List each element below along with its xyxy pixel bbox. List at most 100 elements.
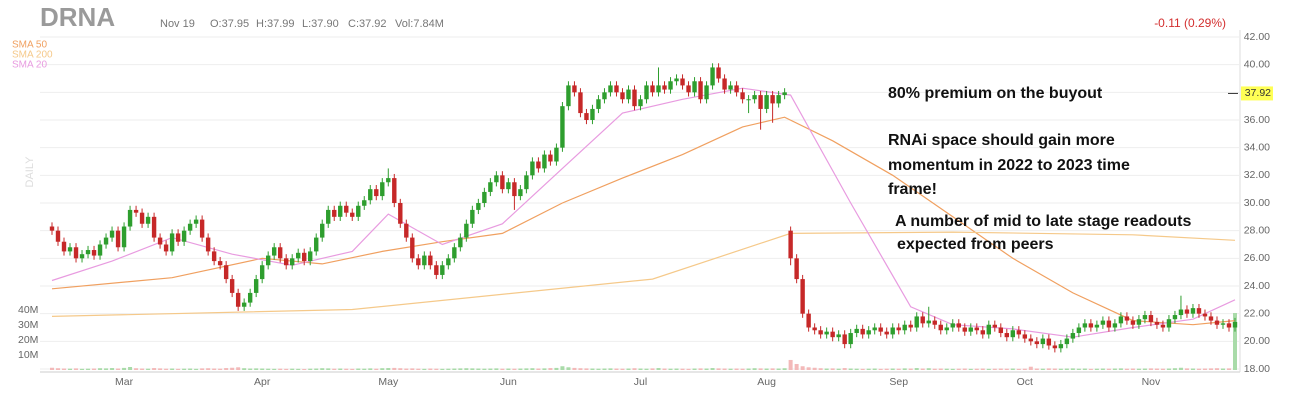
candle-body	[932, 320, 937, 325]
volume-bar	[914, 368, 919, 370]
candle-body	[890, 327, 895, 335]
candle-body	[710, 67, 715, 86]
volume-bar	[494, 368, 499, 370]
x-tick-label: Apr	[254, 376, 271, 388]
volume-bar	[260, 368, 265, 370]
candle-body	[974, 327, 979, 331]
candle-body	[866, 330, 871, 335]
candle-body	[151, 216, 157, 238]
candle-body	[398, 203, 403, 224]
volume-bar	[926, 368, 931, 370]
symbol: DRNA	[40, 2, 115, 32]
candle-body	[752, 95, 757, 100]
candle-body	[1202, 313, 1208, 317]
volume-bar	[1154, 368, 1159, 370]
candle-body	[362, 200, 367, 206]
candle-body	[1124, 316, 1130, 321]
volume-bar	[608, 368, 613, 370]
candle-body	[416, 258, 421, 266]
candle-body	[1232, 321, 1238, 328]
candle-body	[1040, 338, 1046, 345]
candle-body	[61, 241, 67, 252]
volume-bar	[476, 368, 481, 370]
candle-body	[133, 209, 139, 213]
volume-bar	[218, 368, 223, 370]
volume-bar	[1106, 368, 1111, 370]
candle-body	[1112, 323, 1118, 328]
candle-body	[1172, 315, 1178, 320]
candle-body	[842, 334, 847, 345]
volume-bar	[458, 368, 463, 370]
candle-body	[782, 92, 787, 96]
volume-bar	[884, 368, 889, 370]
volume-bar	[530, 368, 535, 370]
annotation: RNAi space should gain more	[888, 132, 1115, 149]
candle-body	[770, 95, 775, 104]
candle-body	[980, 330, 985, 335]
volume-bar	[938, 368, 943, 370]
candle-body	[452, 247, 457, 259]
volume-bar	[164, 368, 169, 370]
candle-body	[788, 230, 793, 259]
candle-body	[1190, 308, 1196, 314]
volume-tick-label: 30M	[18, 319, 38, 331]
candle-body	[722, 78, 727, 90]
candle-body	[253, 279, 259, 293]
candle-body	[1208, 316, 1214, 321]
volume-bar	[794, 364, 799, 370]
volume-bar	[158, 368, 163, 370]
volume-bar	[638, 368, 643, 370]
volume-bar	[266, 368, 271, 370]
volume-bar	[392, 367, 397, 370]
price-marker	[1241, 86, 1273, 101]
candle-body	[902, 324, 907, 331]
candle-body	[728, 85, 733, 90]
y-tick-label: 22.00	[1244, 307, 1270, 319]
volume-bar	[656, 368, 661, 370]
candle-body	[1214, 320, 1220, 325]
candle-body	[1010, 330, 1016, 338]
candle-body	[734, 85, 739, 93]
volume-bar	[482, 368, 487, 370]
candle-body	[1094, 324, 1100, 328]
candle-body	[896, 327, 901, 331]
candle-body	[392, 178, 397, 203]
volume-bar	[596, 368, 601, 370]
candle-body	[1082, 323, 1088, 328]
candle-body	[163, 244, 169, 252]
candle-body	[560, 106, 565, 148]
candle-body	[85, 250, 91, 255]
candle-body	[368, 189, 373, 201]
candle-body	[338, 205, 343, 217]
volume-bar	[800, 366, 805, 370]
candle-body	[1004, 333, 1010, 338]
volume-bar	[404, 368, 409, 370]
candle-body	[1178, 309, 1184, 316]
candle-body	[271, 247, 277, 256]
candle-body	[824, 331, 829, 335]
candle-body	[127, 209, 133, 227]
quote-date: Nov 19	[160, 18, 195, 30]
candle-body	[926, 320, 931, 324]
candle-body	[229, 279, 235, 293]
volume-bar	[1202, 368, 1207, 370]
volume-bar	[1070, 368, 1075, 370]
candle-body	[1136, 319, 1142, 325]
volume-bar	[122, 367, 127, 370]
candle-body	[241, 302, 247, 307]
moving-average-line	[51, 87, 1236, 338]
volume-bar	[722, 368, 727, 370]
volume-bar	[152, 368, 157, 370]
candle-body	[308, 251, 313, 262]
y-tick-label: 30.00	[1244, 197, 1270, 209]
volume-bar	[80, 368, 85, 370]
volume-bar	[770, 368, 775, 370]
volume-bar	[1196, 368, 1201, 370]
volume-bar	[320, 368, 325, 370]
candle-body	[698, 81, 703, 100]
candle-body	[626, 89, 631, 100]
candle-body	[1016, 330, 1022, 335]
volume-bar	[1233, 313, 1237, 370]
volume-bar	[1166, 368, 1171, 370]
volume-bar	[764, 368, 769, 370]
